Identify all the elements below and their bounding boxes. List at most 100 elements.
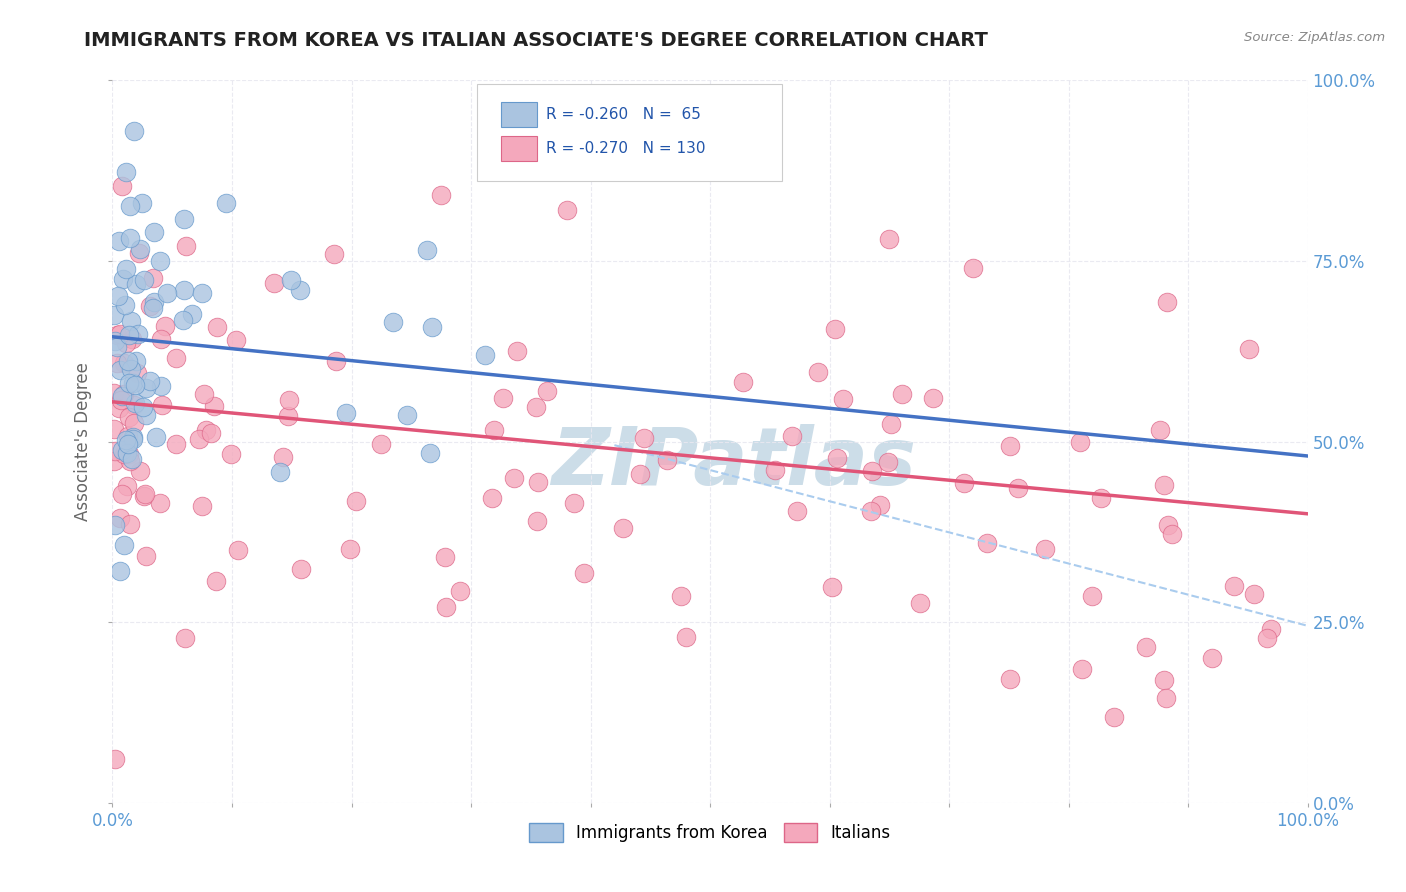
Point <box>115 434 138 448</box>
Legend: Immigrants from Korea, Italians: Immigrants from Korea, Italians <box>523 816 897 848</box>
Point <box>165 351 187 365</box>
Point <box>122 416 145 430</box>
Point <box>536 384 558 399</box>
Point <box>731 376 754 390</box>
Point <box>612 521 634 535</box>
Point <box>277 392 299 407</box>
Point <box>1156 294 1178 309</box>
Point <box>908 597 931 611</box>
Point <box>117 428 139 442</box>
Point <box>129 464 152 478</box>
Point <box>172 313 194 327</box>
Point <box>860 504 883 518</box>
Point <box>675 630 697 644</box>
Point <box>122 430 145 444</box>
Point <box>114 298 136 312</box>
Point <box>117 354 139 368</box>
Point <box>115 479 138 493</box>
Point <box>118 328 141 343</box>
Point <box>134 489 156 503</box>
Point <box>474 348 496 362</box>
Text: ZIPatlas: ZIPatlas <box>551 425 917 502</box>
Point <box>492 391 515 405</box>
Point <box>998 438 1021 452</box>
Point <box>176 238 198 252</box>
Point <box>290 562 312 576</box>
FancyBboxPatch shape <box>501 136 537 161</box>
Point <box>430 188 453 202</box>
Point <box>524 401 547 415</box>
Point <box>134 272 156 286</box>
Point <box>890 387 912 401</box>
Point <box>1135 640 1157 655</box>
Point <box>449 583 471 598</box>
Point <box>135 408 157 422</box>
Point <box>219 447 242 461</box>
Point <box>156 286 179 301</box>
Y-axis label: Associate's Degree: Associate's Degree <box>75 362 93 521</box>
Point <box>142 294 165 309</box>
Point <box>105 340 128 354</box>
Point <box>103 422 125 436</box>
Point <box>877 455 900 469</box>
Point <box>807 365 830 379</box>
Point <box>115 262 138 277</box>
Point <box>111 272 134 286</box>
Point <box>1071 662 1094 676</box>
Point <box>277 409 299 424</box>
Point <box>165 436 187 450</box>
Point <box>419 446 441 460</box>
Point <box>434 600 457 615</box>
Point <box>103 308 125 322</box>
Point <box>115 165 138 179</box>
Point <box>143 225 166 239</box>
Point <box>562 495 585 509</box>
Point <box>1007 481 1029 495</box>
Point <box>115 335 138 350</box>
Point <box>111 486 134 500</box>
Point <box>786 504 808 518</box>
Point <box>139 374 162 388</box>
Point <box>118 517 141 532</box>
Point <box>127 366 149 380</box>
Point <box>124 378 146 392</box>
Point <box>1149 423 1171 437</box>
Point <box>825 450 848 465</box>
Point <box>1153 477 1175 491</box>
Point <box>325 353 347 368</box>
Point <box>1156 517 1178 532</box>
Point <box>193 387 215 401</box>
Point <box>129 242 152 256</box>
Point <box>155 318 177 333</box>
Point <box>108 510 131 524</box>
Point <box>1000 672 1022 686</box>
Point <box>110 392 132 407</box>
Point <box>124 396 146 410</box>
Point <box>482 423 505 437</box>
Text: R = -0.270   N = 130: R = -0.270 N = 130 <box>547 141 706 156</box>
Point <box>104 443 127 458</box>
Point <box>112 447 135 461</box>
Point <box>141 270 163 285</box>
Point <box>125 277 148 292</box>
Point <box>1237 342 1260 356</box>
Point <box>118 376 141 391</box>
Point <box>381 315 404 329</box>
Point <box>142 301 165 315</box>
Point <box>124 398 146 412</box>
Point <box>134 381 156 395</box>
Point <box>1153 673 1175 687</box>
Point <box>200 426 222 441</box>
Point <box>191 286 214 301</box>
Point <box>527 475 550 490</box>
Point <box>422 320 444 334</box>
Point <box>121 376 143 390</box>
Point <box>107 401 129 416</box>
Point <box>415 244 437 258</box>
Point <box>120 231 142 245</box>
Point <box>506 343 529 358</box>
Point <box>128 246 150 260</box>
Point <box>181 307 204 321</box>
Point <box>107 288 129 302</box>
Point <box>603 160 626 174</box>
